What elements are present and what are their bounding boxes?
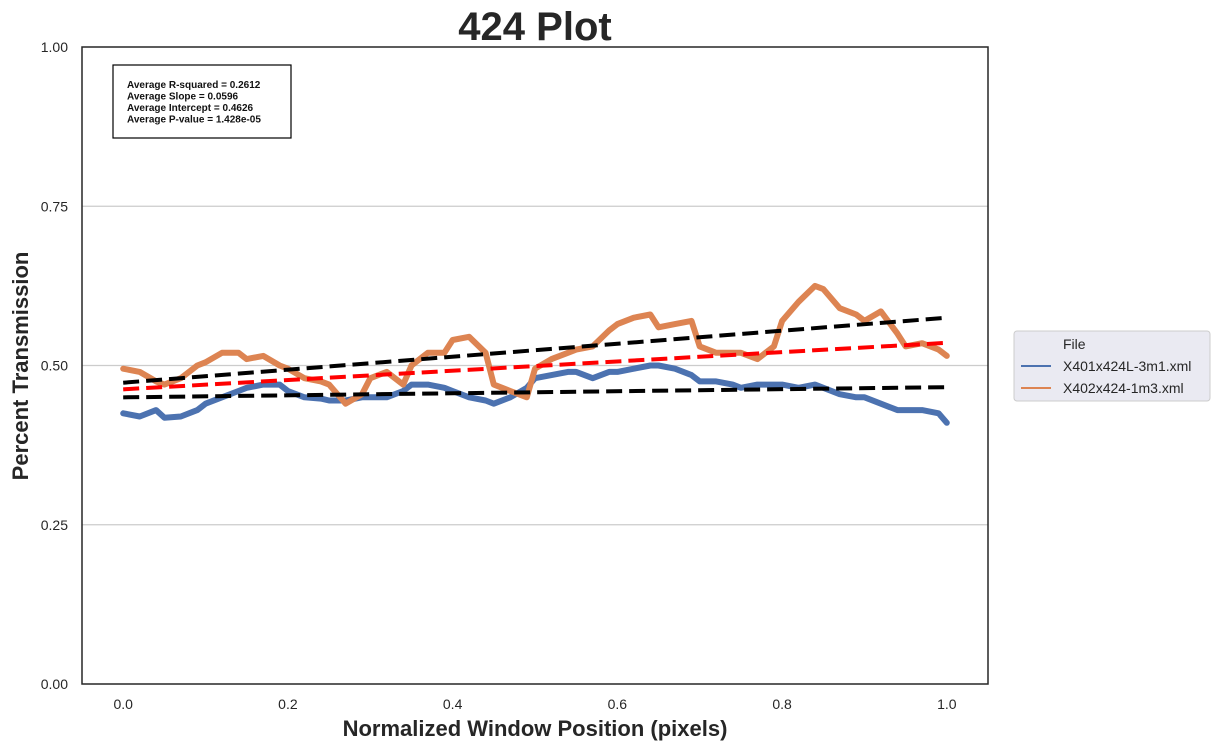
x-tick-label: 0.4	[443, 696, 463, 712]
y-axis-label: Percent Transmission	[8, 252, 33, 481]
y-ticks: 0.00 0.25 0.50 0.75 1.00	[41, 39, 68, 692]
stats-intercept: Average Intercept = 0.4626	[127, 103, 254, 114]
y-tick-label: 0.50	[41, 358, 68, 374]
x-tick-label: 0.8	[772, 696, 792, 712]
chart-title: 424 Plot	[458, 5, 611, 49]
x-ticks: 0.0 0.2 0.4 0.6 0.8 1.0	[113, 696, 956, 712]
legend: File X401x424L-3m1.xml X402x424-1m3.xml	[1013, 330, 1211, 402]
x-tick-label: 0.6	[608, 696, 628, 712]
x-tick-label: 0.2	[278, 696, 298, 712]
x-axis-label: Normalized Window Position (pixels)	[343, 716, 728, 741]
x-tick-label: 1.0	[937, 696, 957, 712]
stats-box: Average R-squared = 0.2612 Average Slope…	[112, 64, 292, 139]
stats-box-frame	[112, 64, 292, 139]
plot-frame	[81, 46, 989, 685]
legend-label-series-1: X401x424L-3m1.xml	[1063, 358, 1191, 374]
y-tick-label: 0.75	[41, 198, 68, 214]
y-tick-label: 0.00	[41, 676, 68, 692]
y-tick-label: 0.25	[41, 517, 68, 533]
legend-title: File	[1063, 336, 1086, 352]
series-layer	[120, 282, 950, 426]
stats-slope: Average Slope = 0.0596	[127, 92, 239, 103]
legend-label-series-2: X402x424-1m3.xml	[1063, 380, 1184, 396]
x-tick-label: 0.0	[113, 696, 133, 712]
y-tick-label: 1.00	[41, 39, 68, 55]
stats-r-squared: Average R-squared = 0.2612	[127, 80, 261, 91]
series-line-2	[120, 282, 950, 407]
stats-p-value: Average P-value = 1.428e-05	[127, 115, 261, 126]
legend-frame	[1013, 330, 1211, 402]
